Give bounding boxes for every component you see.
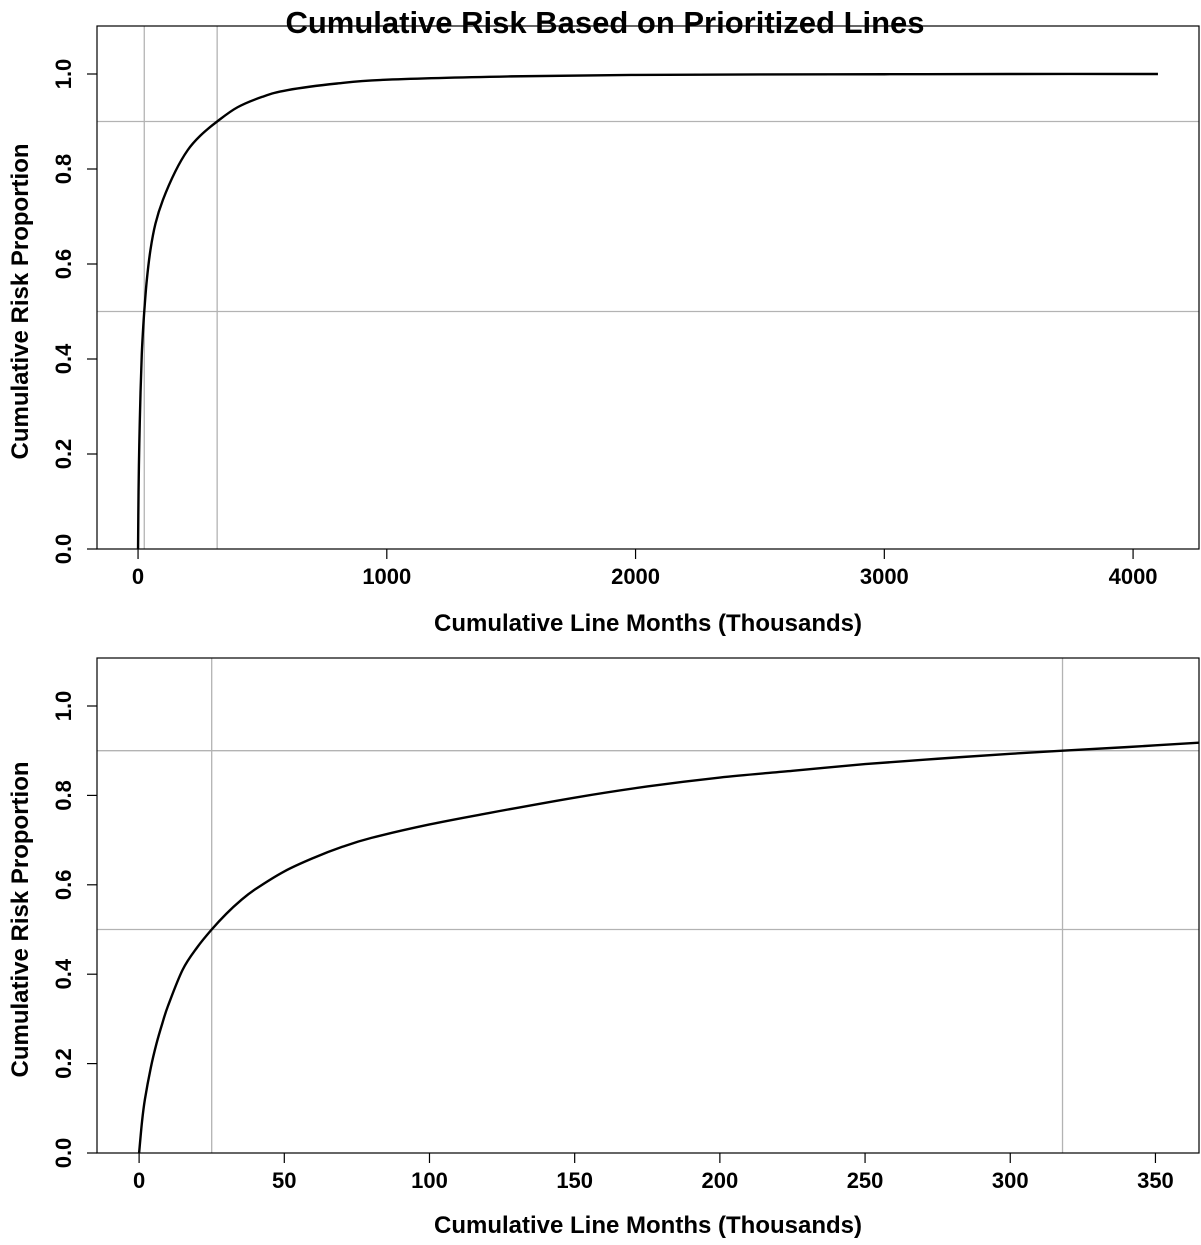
x-tick-label: 1000 bbox=[362, 564, 411, 589]
y-tick-label: 0.4 bbox=[51, 958, 76, 989]
x-tick-label: 350 bbox=[1137, 1168, 1174, 1193]
y-axis-label: Cumulative Risk Proportion bbox=[7, 761, 34, 1077]
x-tick-label: 0 bbox=[133, 1168, 145, 1193]
x-tick-label: 250 bbox=[847, 1168, 884, 1193]
y-tick-label: 0.8 bbox=[51, 780, 76, 811]
x-axis-label: Cumulative Line Months (Thousands) bbox=[434, 1212, 862, 1239]
x-tick-label: 200 bbox=[702, 1168, 739, 1193]
y-tick-label: 0.4 bbox=[51, 343, 76, 374]
y-axis-label: Cumulative Risk Proportion bbox=[7, 143, 34, 459]
top-panel: 0 1000 2000 3000 4000 0.0 0.2 0.4 0.6 0.8 1.0 Cumul… bbox=[7, 25, 1200, 637]
y-tick-label: 0.6 bbox=[51, 870, 76, 901]
y-tick-label: 0.2 bbox=[51, 439, 76, 470]
x-tick-label: 2000 bbox=[611, 564, 660, 589]
y-tick-label: 0.6 bbox=[51, 249, 76, 280]
y-tick-label: 1.0 bbox=[51, 691, 76, 722]
y-tick-label: 0.0 bbox=[51, 1138, 76, 1169]
plot-frame bbox=[96, 657, 1200, 1154]
x-tick-label: 4000 bbox=[1109, 564, 1158, 589]
y-tick-label: 0.8 bbox=[51, 154, 76, 185]
x-axis-label: Cumulative Line Months (Thousands) bbox=[434, 610, 862, 637]
plot-frame bbox=[96, 25, 1200, 550]
bottom-panel: 0 50 100 150 200 250 300 350 0.0 0.2 0.4 0.6 0.8 1.0 C… bbox=[7, 657, 1200, 1239]
x-tick-label: 300 bbox=[992, 1168, 1029, 1193]
x-tick-label: 100 bbox=[411, 1168, 448, 1193]
chart-title: Cumulative Risk Based on Prioritized Lin… bbox=[285, 5, 924, 40]
y-tick-label: 0.2 bbox=[51, 1048, 76, 1079]
x-tick-label: 0 bbox=[132, 564, 144, 589]
x-tick-label: 3000 bbox=[860, 564, 909, 589]
cumulative-risk-line bbox=[137, 741, 1199, 1153]
x-tick-label: 150 bbox=[556, 1168, 593, 1193]
y-tick-label: 1.0 bbox=[51, 59, 76, 90]
cumulative-risk-line bbox=[136, 72, 1158, 549]
x-tick-label: 50 bbox=[272, 1168, 296, 1193]
y-tick-label: 0.0 bbox=[51, 534, 76, 565]
